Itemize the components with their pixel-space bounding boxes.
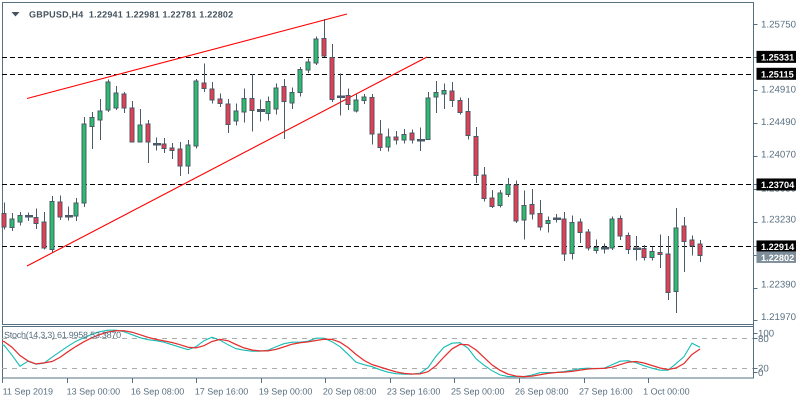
- svg-text:100: 100: [758, 329, 775, 340]
- svg-text:1.23230: 1.23230: [761, 215, 797, 226]
- svg-text:23 Sep 16:00: 23 Sep 16:00: [387, 387, 441, 397]
- svg-text:1 Oct 00:00: 1 Oct 00:00: [643, 387, 690, 397]
- svg-text:13 Sep 00:00: 13 Sep 00:00: [67, 387, 121, 397]
- svg-text:80: 80: [758, 334, 769, 345]
- svg-text:1.22390: 1.22390: [761, 280, 797, 291]
- svg-text:19 Sep 00:00: 19 Sep 00:00: [259, 387, 313, 397]
- svg-text:20 Sep 08:00: 20 Sep 08:00: [323, 387, 377, 397]
- svg-text:GBPUSD,H4 1.22941 1.22981 1.2: GBPUSD,H4 1.22941 1.22981 1.22781 1.2280…: [29, 10, 233, 20]
- svg-text:1.25115: 1.25115: [761, 70, 794, 80]
- svg-text:1.25331: 1.25331: [761, 53, 794, 63]
- svg-text:1.24910: 1.24910: [761, 85, 797, 96]
- svg-text:26 Sep 08:00: 26 Sep 08:00: [515, 387, 569, 397]
- svg-text:25 Sep 00:00: 25 Sep 00:00: [451, 387, 505, 397]
- svg-text:17 Sep 16:00: 17 Sep 16:00: [195, 387, 249, 397]
- svg-text:1.24070: 1.24070: [761, 150, 797, 161]
- svg-text:1.21970: 1.21970: [761, 312, 797, 323]
- svg-text:20: 20: [758, 364, 769, 375]
- svg-text:1.22914: 1.22914: [761, 242, 795, 252]
- svg-text:0: 0: [758, 368, 764, 379]
- svg-text:11 Sep 2019: 11 Sep 2019: [3, 387, 53, 397]
- svg-text:1.23704: 1.23704: [761, 180, 795, 190]
- svg-text:1.22802: 1.22802: [761, 253, 794, 263]
- svg-text:1.25750: 1.25750: [761, 20, 797, 31]
- svg-text:16 Sep 08:00: 16 Sep 08:00: [131, 387, 185, 397]
- svg-text:Stoch(14,3,3) 61.9958 53.3870: Stoch(14,3,3) 61.9958 53.3870: [4, 330, 121, 340]
- svg-text:1.24490: 1.24490: [761, 117, 797, 128]
- svg-text:27 Sep 16:00: 27 Sep 16:00: [579, 387, 633, 397]
